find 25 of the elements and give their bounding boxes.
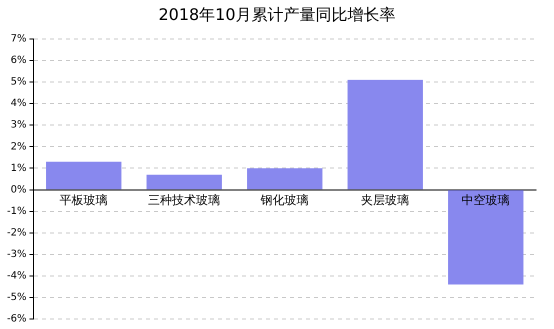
y-tick-label: -1% <box>6 206 26 217</box>
bar <box>146 174 222 190</box>
x-tick-label: 夹层玻璃 <box>361 192 410 207</box>
y-tick-label: 3% <box>10 120 26 131</box>
y-tick-label: -3% <box>6 248 26 260</box>
y-tick-label: -2% <box>6 227 26 238</box>
bar <box>46 162 122 190</box>
y-tick-label: 0% <box>10 184 26 196</box>
y-tick-label: -5% <box>6 292 26 304</box>
y-tick-label: 1% <box>10 162 26 174</box>
y-tick-label: 7% <box>10 34 26 45</box>
bar <box>448 190 524 285</box>
x-tick-label: 钢化玻璃 <box>260 192 309 207</box>
y-tick-label: 5% <box>10 76 26 88</box>
y-tick-label: 6% <box>10 55 26 66</box>
x-tick-label: 平板玻璃 <box>60 192 108 207</box>
bar <box>247 168 322 190</box>
y-tick-label: 4% <box>10 98 26 110</box>
y-tick-label: 2% <box>10 141 26 152</box>
x-tick-label: 三种技术玻璃 <box>148 192 220 207</box>
y-tick-label: -6% <box>6 314 26 325</box>
chart-title: 2018年10月累计产量同比增长率 <box>157 4 397 26</box>
bar <box>348 80 423 190</box>
y-tick-label: -4% <box>6 270 26 282</box>
x-tick-label: 中空玻璃 <box>462 192 510 207</box>
